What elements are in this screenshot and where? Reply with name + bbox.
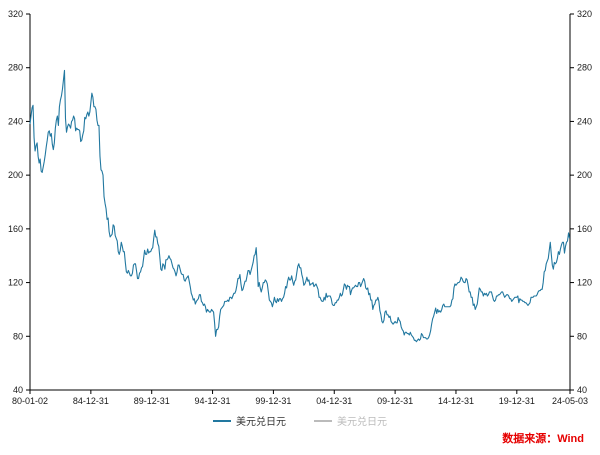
x-axis-label: 94-12-31 (195, 396, 231, 406)
y-axis-label-right: 80 (577, 331, 587, 341)
y-axis-label-right: 320 (577, 9, 592, 19)
y-axis-label-left: 280 (8, 63, 23, 73)
x-axis-label: 80-01-02 (12, 396, 48, 406)
y-axis-label-right: 280 (577, 63, 592, 73)
y-axis-label-right: 240 (577, 116, 592, 126)
x-axis-label: 24-05-03 (552, 396, 588, 406)
y-axis-label-left: 40 (13, 385, 23, 395)
data-source-label: 数据来源：Wind (502, 433, 584, 445)
x-axis-label: 89-12-31 (134, 396, 170, 406)
legend-label-usdjpy-inactive: 美元兑日元 (337, 417, 387, 428)
legend-item-usdjpy-inactive[interactable]: 美元兑日元 (314, 413, 387, 428)
y-axis-label-left: 160 (8, 224, 23, 234)
y-axis-label-right: 40 (577, 385, 587, 395)
y-axis-label-right: 200 (577, 170, 592, 180)
legend-label-usdjpy-active: 美元兑日元 (236, 417, 286, 428)
y-axis-label-left: 320 (8, 9, 23, 19)
usdjpy-line (29, 69, 571, 343)
x-axis-label: 99-12-31 (255, 396, 291, 406)
x-axis-label: 84-12-31 (73, 396, 109, 406)
x-axis-label: 19-12-31 (499, 396, 535, 406)
chart-legend: 美元兑日元 美元兑日元 (0, 413, 600, 428)
y-axis-label-left: 120 (8, 278, 23, 288)
y-axis-label-left: 200 (8, 170, 23, 180)
y-axis-label-left: 240 (8, 116, 23, 126)
x-axis-label: 04-12-31 (316, 396, 352, 406)
legend-line-swatch-gray (314, 419, 332, 422)
plot-area: 40 40 80 80 120 120 160 160 200 200 240 240 280 280 32… (8, 9, 592, 406)
x-axis-label: 09-12-31 (377, 396, 413, 406)
y-axis-label-right: 120 (577, 278, 592, 288)
legend-item-usdjpy-active[interactable]: 美元兑日元 (213, 413, 286, 428)
x-axis-label: 14-12-31 (438, 396, 474, 406)
y-axis-label-left: 80 (13, 331, 23, 341)
y-axis-label-right: 160 (577, 224, 592, 234)
legend-line-swatch-blue (213, 419, 231, 422)
